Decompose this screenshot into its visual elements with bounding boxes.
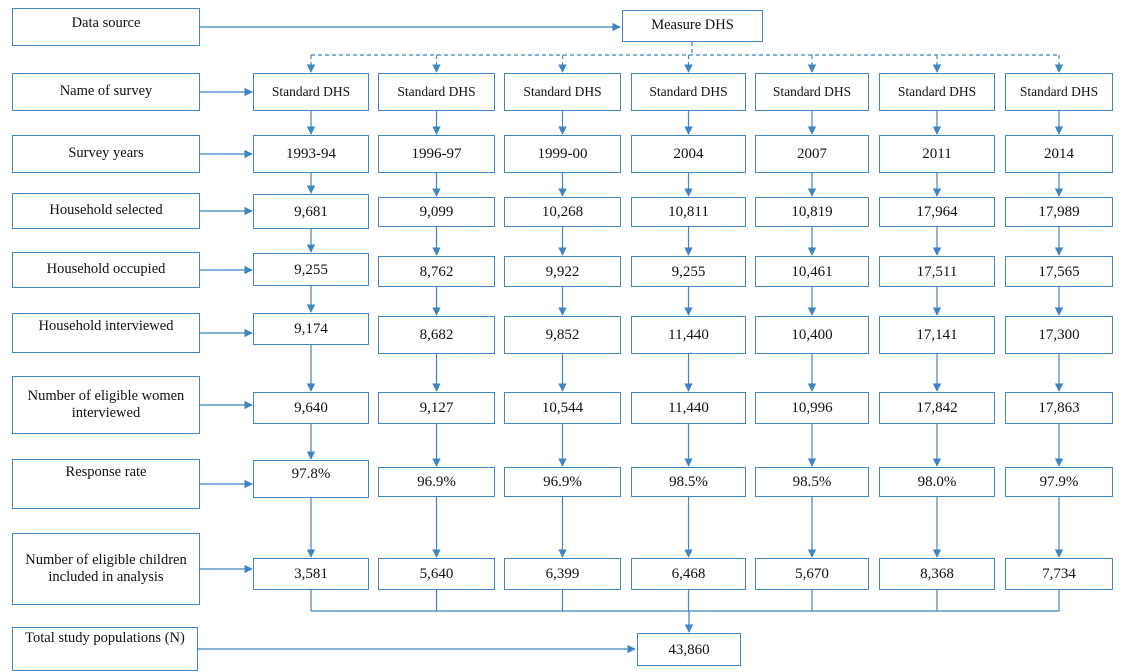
children-cell: 6,399 [504,558,621,590]
interviewed-cell: 9,852 [504,316,621,354]
children-cell: 8,368 [879,558,995,590]
selected-cell: 10,811 [631,197,746,227]
years-cell: 1999-00 [504,135,621,173]
women-cell: 11,440 [631,392,746,424]
women-cell: 9,640 [253,392,369,424]
survey-name-label: Name of survey [12,73,200,111]
women-cell: 17,842 [879,392,995,424]
years-cell: 2004 [631,135,746,173]
measure-dhs-box: Measure DHS [622,10,763,42]
response-cell: 98.5% [755,467,869,497]
occupied-cell: 9,255 [631,256,746,287]
women-cell: 17,863 [1005,392,1113,424]
survey-cell: Standard DHS [253,73,369,111]
children-cell: 5,640 [378,558,495,590]
response-cell: 97.8% [253,460,369,498]
occupied-cell: 8,762 [378,256,495,287]
children-cell: 6,468 [631,558,746,590]
selected-cell: 9,099 [378,197,495,227]
eligible-women-label: Number of eligible women interviewed [12,376,200,434]
selected-cell: 17,964 [879,197,995,227]
women-cell: 9,127 [378,392,495,424]
interviewed-cell: 9,174 [253,313,369,345]
occupied-cell: 10,461 [755,256,869,287]
total-populations-value: 43,860 [637,633,741,666]
years-cell: 2014 [1005,135,1113,173]
selected-cell: 10,819 [755,197,869,227]
response-cell: 98.5% [631,467,746,497]
occupied-cell: 17,565 [1005,256,1113,287]
occupied-cell: 9,922 [504,256,621,287]
women-cell: 10,996 [755,392,869,424]
household-occupied-label: Household occupied [12,252,200,288]
response-cell: 97.9% [1005,467,1113,497]
data-source-label: Data source [12,8,200,46]
survey-years-label: Survey years [12,135,200,173]
survey-cell: Standard DHS [1005,73,1113,111]
interviewed-cell: 8,682 [378,316,495,354]
survey-cell: Standard DHS [378,73,495,111]
survey-cell: Standard DHS [879,73,995,111]
survey-cell: Standard DHS [504,73,621,111]
children-cell: 3,581 [253,558,369,590]
survey-cell: Standard DHS [631,73,746,111]
occupied-cell: 17,511 [879,256,995,287]
selected-cell: 9,681 [253,194,369,229]
response-rate-label: Response rate [12,459,200,509]
selected-cell: 17,989 [1005,197,1113,227]
years-cell: 1993-94 [253,135,369,173]
survey-cell: Standard DHS [755,73,869,111]
years-cell: 2011 [879,135,995,173]
interviewed-cell: 10,400 [755,316,869,354]
selected-cell: 10,268 [504,197,621,227]
children-cell: 5,670 [755,558,869,590]
years-cell: 2007 [755,135,869,173]
household-selected-label: Household selected [12,193,200,229]
occupied-cell: 9,255 [253,253,369,286]
interviewed-cell: 17,300 [1005,316,1113,354]
years-cell: 1996-97 [378,135,495,173]
children-cell: 7,734 [1005,558,1113,590]
response-cell: 96.9% [378,467,495,497]
interviewed-cell: 17,141 [879,316,995,354]
response-cell: 96.9% [504,467,621,497]
total-populations-label: Total study populations (N) [12,627,198,671]
eligible-children-label: Number of eligible children included in … [12,533,200,605]
interviewed-cell: 11,440 [631,316,746,354]
household-interviewed-label: Household interviewed [12,313,200,353]
women-cell: 10,544 [504,392,621,424]
response-cell: 98.0% [879,467,995,497]
